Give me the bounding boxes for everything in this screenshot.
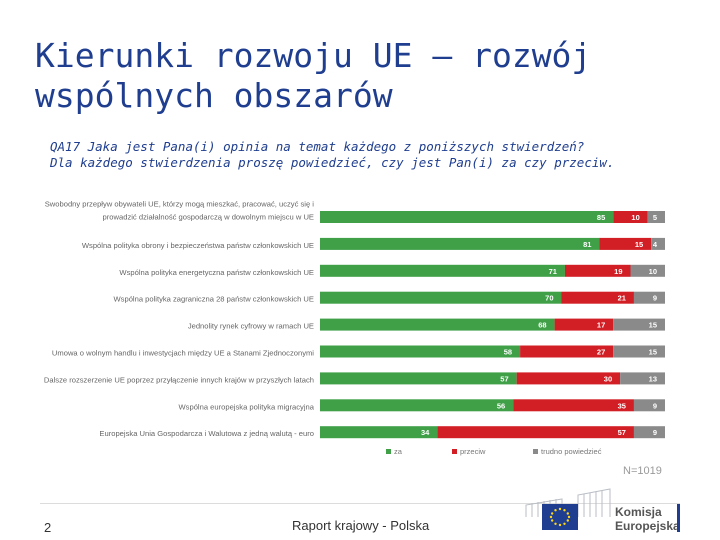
data-label: 56	[497, 401, 505, 410]
data-label: 17	[597, 321, 605, 330]
category-label: Umowa o wolnym handlu i inwestycjach mię…	[52, 349, 314, 358]
data-label: 5	[653, 213, 657, 222]
bar-za	[320, 399, 514, 412]
bar-przeciw	[613, 211, 648, 223]
legend-label: przeciw	[460, 447, 486, 456]
bar-trudno	[633, 399, 665, 412]
data-label: 35	[618, 401, 626, 410]
legend-label: trudno powiedzieć	[541, 447, 602, 456]
question-line-1: QA17 Jaka jest Pana(i) opinia na temat k…	[50, 139, 585, 154]
bar-trudno	[647, 211, 665, 223]
category-label: Europejska Unia Gospodarcza i Walutowa z…	[99, 429, 314, 438]
data-label: 58	[504, 348, 512, 357]
bar-za	[320, 264, 565, 277]
data-label: 21	[618, 294, 626, 303]
sample-size-label: N=1019	[623, 465, 662, 477]
legend-swatch	[452, 449, 457, 454]
category-label: Swobodny przepływ obywateli UE, którzy m…	[45, 200, 315, 209]
data-label: 19	[614, 267, 622, 276]
data-label: 30	[604, 374, 612, 383]
logo-text: Komisja Europejska	[615, 505, 680, 533]
footer-text: Raport krajowy - Polska	[292, 518, 430, 533]
survey-question: QA17 Jaka jest Pana(i) opinia na temat k…	[50, 139, 710, 171]
category-label: Wspólna polityka zagraniczna 28 państw c…	[114, 295, 315, 304]
legend-swatch	[533, 449, 538, 454]
bar-przeciw	[520, 345, 614, 358]
page-title: Kierunki rozwoju UE – rozwój wspólnych o…	[35, 36, 695, 116]
bar-trudno	[633, 291, 665, 304]
data-label: 9	[653, 401, 657, 410]
bar-przeciw	[513, 399, 634, 412]
bar-trudno	[620, 372, 665, 385]
bar-za	[320, 211, 614, 223]
data-label: 10	[631, 213, 639, 222]
data-label: 15	[649, 321, 657, 330]
data-label: 34	[421, 428, 430, 437]
data-label: 81	[583, 240, 591, 249]
logo-bar	[677, 504, 680, 532]
bar-za	[320, 291, 562, 304]
european-commission-logo-icon	[525, 488, 611, 530]
data-label: 85	[597, 213, 605, 222]
data-label: 4	[653, 240, 658, 249]
category-label: Wspólna europejska polityka migracyjna	[179, 402, 315, 411]
data-label: 13	[649, 374, 657, 383]
bar-przeciw	[564, 264, 631, 277]
category-label: Jednolity rynek cyfrowy w ramach UE	[188, 322, 314, 331]
footer-divider	[40, 503, 680, 504]
legend-swatch	[386, 449, 391, 454]
bar-trudno	[613, 318, 665, 331]
bar-przeciw	[437, 426, 634, 439]
data-label: 27	[597, 348, 605, 357]
stacked-bar-chart: Swobodny przepływ obywateli UE, którzy m…	[44, 200, 665, 456]
logo-line-1: Komisja	[615, 505, 662, 519]
bar-trudno	[633, 426, 665, 439]
legend-label: za	[394, 447, 403, 456]
page-number: 2	[44, 520, 52, 535]
bar-trudno	[651, 237, 665, 250]
title-line-2: wspólnych obszarów	[35, 76, 393, 115]
data-label: 57	[618, 428, 626, 437]
data-label: 9	[653, 428, 657, 437]
bar-za	[320, 372, 517, 385]
bar-przeciw	[554, 318, 614, 331]
bar-przeciw	[561, 291, 634, 304]
title-line-1: Kierunki rozwoju UE – rozwój	[35, 36, 592, 75]
bar-trudno	[630, 264, 665, 277]
bar-przeciw	[599, 237, 652, 250]
bar-za	[320, 237, 600, 250]
data-label: 9	[653, 294, 657, 303]
bar-trudno	[613, 345, 665, 358]
category-label: Wspólna polityka obrony i bezpieczeństwa…	[82, 241, 314, 250]
category-label: Wspólna polityka energetyczna państw czł…	[119, 268, 314, 277]
bar-za	[320, 318, 555, 331]
data-label: 68	[538, 321, 546, 330]
data-label: 10	[649, 267, 657, 276]
category-label: Dalsze rozszerzenie UE poprzez przyłącze…	[44, 375, 314, 384]
category-label: prowadzić działalność gospodarczą w dowo…	[103, 213, 314, 222]
data-label: 57	[500, 374, 508, 383]
bar-przeciw	[516, 372, 621, 385]
data-label: 71	[549, 267, 557, 276]
question-line-2: Dla każdego stwierdzenia proszę powiedzi…	[50, 155, 615, 170]
data-label: 70	[545, 294, 553, 303]
bar-za	[320, 345, 521, 358]
data-label: 15	[649, 348, 657, 357]
data-label: 15	[635, 240, 643, 249]
bar-za	[320, 426, 438, 439]
logo-line-2: Europejska	[615, 519, 680, 533]
